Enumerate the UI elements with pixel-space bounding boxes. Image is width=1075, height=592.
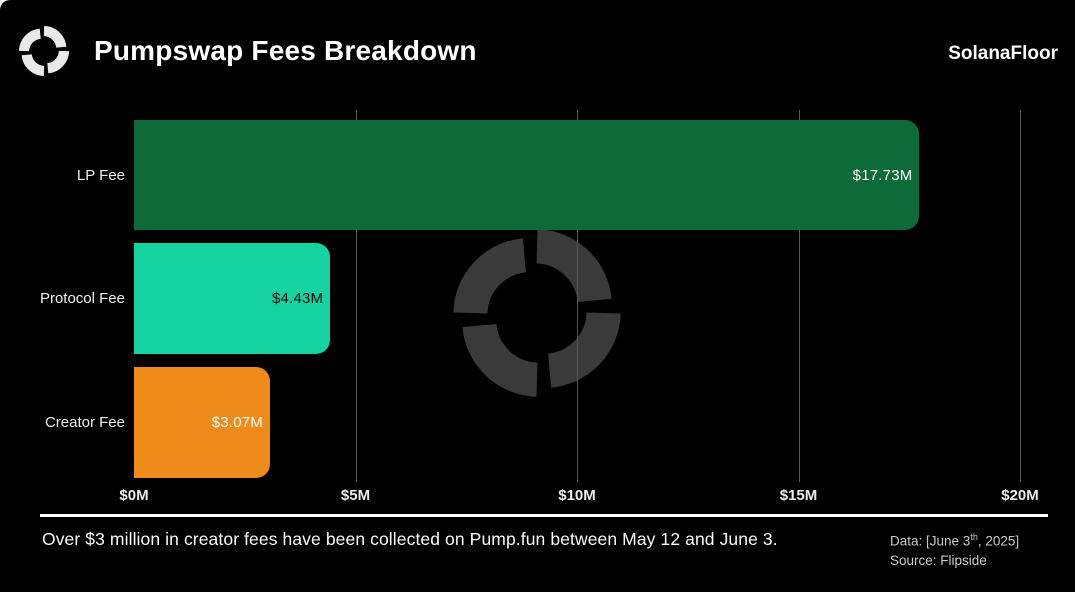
gridline <box>1020 110 1021 482</box>
brand-name: SolanaFloor <box>948 43 1058 64</box>
annotation-text: Over $3 million in creator fees have bee… <box>42 529 778 549</box>
data-date-line: Data: [June 3th, 2025] <box>890 532 1020 549</box>
page-title: Pumpswap Fees Breakdown <box>94 35 477 66</box>
x-axis-tick-label: $5M <box>340 487 371 504</box>
bar-row-creator-fee: Creator Fee $3.07M <box>45 367 1020 478</box>
bar-protocol-fee: $4.43M <box>134 243 331 354</box>
bar-row-lp-fee: LP Fee $17.73M <box>77 120 1020 230</box>
bar-value-label: $4.43M <box>272 290 324 307</box>
x-axis-tick-label: $0M <box>119 487 149 504</box>
category-label: Creator Fee <box>44 414 125 431</box>
x-axis-tick-label: $15M <box>779 487 818 504</box>
watermark-swirl-icon <box>447 222 627 404</box>
data-source-block: Data: [June 3th, 2025] Source: Flipside <box>890 528 1019 570</box>
bar-lp-fee: $17.73M <box>134 120 920 230</box>
footer-separator <box>40 514 1048 517</box>
bar-value-label: $17.73M <box>852 166 913 184</box>
solanafloor-swirl-icon <box>17 23 71 79</box>
plot-area: LP Fee $17.73M Protocol Fee $4.43M Creat… <box>40 110 1021 482</box>
bar-value-label: $3.07M <box>211 414 263 431</box>
gridline <box>798 110 800 482</box>
x-axis-tick-label: $10M <box>558 487 596 504</box>
data-source-line: Source: Flipside <box>890 552 987 568</box>
bar-creator-fee: $3.07M <box>134 367 270 478</box>
gridline <box>355 110 357 482</box>
category-label: Protocol Fee <box>39 290 125 307</box>
x-axis: $0M $5M $10M $15M $20M <box>119 482 1038 506</box>
x-axis-tick-label: $20M <box>1001 487 1039 504</box>
category-label: LP Fee <box>76 166 125 184</box>
bar-row-protocol-fee: Protocol Fee $4.43M <box>40 243 1020 354</box>
gridline <box>577 110 578 482</box>
